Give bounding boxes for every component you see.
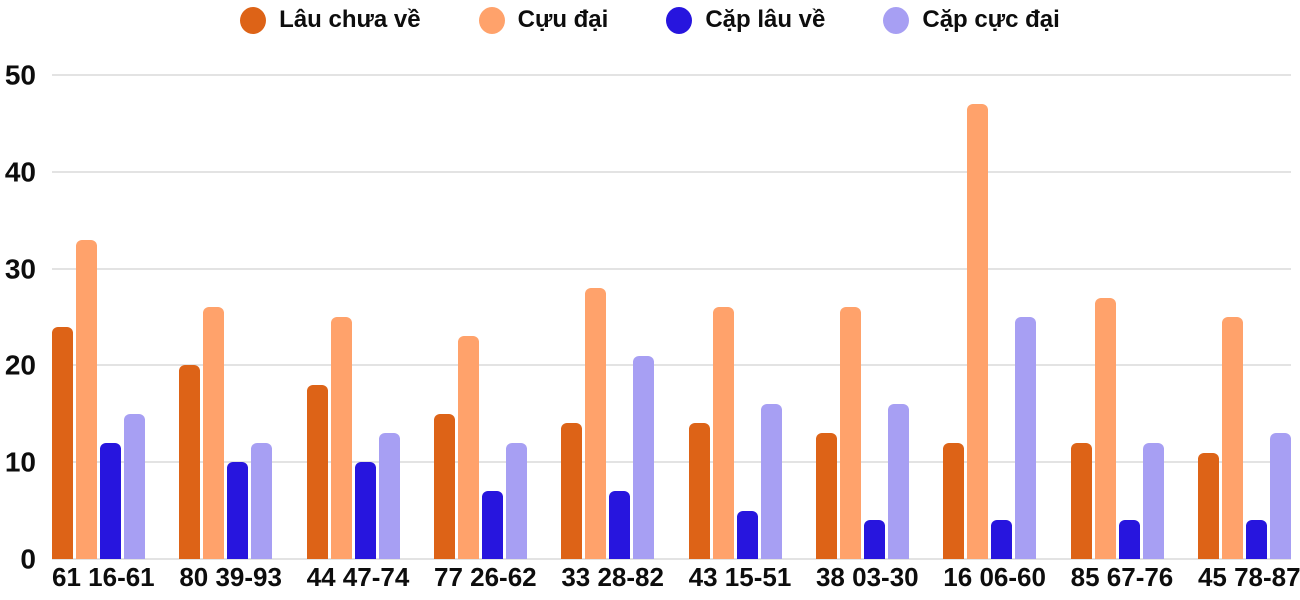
bar-series-3[interactable] bbox=[505, 442, 527, 559]
bar-series-1[interactable] bbox=[839, 307, 861, 559]
legend-item-series-3[interactable]: Cặp cực đại bbox=[883, 6, 1060, 34]
bar-series-1[interactable] bbox=[712, 307, 734, 559]
bar-series-0[interactable] bbox=[688, 423, 710, 559]
bar-series-2[interactable] bbox=[736, 510, 758, 559]
x-tick-label: 61 16-61 bbox=[52, 562, 155, 592]
bar-series-2[interactable] bbox=[100, 442, 121, 559]
bar-series-0[interactable] bbox=[561, 423, 583, 559]
bar-series-2[interactable] bbox=[1118, 520, 1140, 559]
bar-series-3[interactable] bbox=[760, 404, 782, 559]
bar-series-3[interactable] bbox=[251, 442, 273, 559]
bar-series-1[interactable] bbox=[457, 336, 479, 559]
x-tick-label: 45 78-87 bbox=[1197, 562, 1300, 592]
bar-series-0[interactable] bbox=[1070, 442, 1092, 559]
legend-item-series-0[interactable]: Lâu chưa về bbox=[240, 6, 421, 34]
legend-item-series-2[interactable]: Cặp lâu về bbox=[666, 6, 825, 34]
bar-group bbox=[179, 75, 273, 559]
bar-group bbox=[433, 75, 527, 559]
bar-series-0[interactable] bbox=[1197, 452, 1219, 559]
legend-item-label: Cặp lâu về bbox=[705, 6, 826, 33]
bar-series-3[interactable] bbox=[1269, 433, 1291, 559]
bar-series-1[interactable] bbox=[585, 287, 607, 559]
legend-marker-icon bbox=[666, 6, 693, 34]
bar-group bbox=[1197, 75, 1291, 559]
bar-group bbox=[561, 75, 655, 559]
y-tick-label: 30 bbox=[4, 253, 36, 285]
bar-series-2[interactable] bbox=[863, 520, 885, 559]
gridline-30 bbox=[52, 267, 1291, 270]
legend-item-label: Cặp cực đại bbox=[922, 6, 1060, 33]
bar-series-2[interactable] bbox=[227, 462, 249, 559]
bar-series-3[interactable] bbox=[378, 433, 400, 559]
y-tick-label: 20 bbox=[4, 349, 36, 381]
bar-series-0[interactable] bbox=[179, 365, 201, 559]
gridline-40 bbox=[52, 170, 1291, 173]
bar-series-0[interactable] bbox=[815, 433, 837, 559]
bar-series-1[interactable] bbox=[1094, 297, 1116, 559]
y-tick-label: 40 bbox=[4, 156, 36, 188]
bar-series-2[interactable] bbox=[991, 520, 1013, 559]
bar-group bbox=[815, 75, 909, 559]
x-tick-label: 80 39-93 bbox=[179, 562, 282, 592]
x-tick-label: 43 15-51 bbox=[688, 562, 792, 592]
legend: Lâu chưa về Cựu đại Cặp lâu về Cặp cực đại bbox=[0, 6, 1300, 34]
legend-item-series-1[interactable]: Cựu đại bbox=[478, 6, 609, 34]
y-tick-label: 50 bbox=[4, 59, 36, 91]
bar-series-3[interactable] bbox=[633, 355, 655, 559]
bar-series-2[interactable] bbox=[1245, 520, 1267, 559]
x-tick-label: 77 26-62 bbox=[433, 562, 537, 592]
legend-marker-icon bbox=[240, 6, 267, 34]
bar-series-1[interactable] bbox=[203, 307, 225, 559]
bar-group bbox=[1070, 75, 1164, 559]
x-tick-label: 38 03-30 bbox=[815, 562, 919, 592]
legend-marker-icon bbox=[478, 6, 505, 34]
bar-series-2[interactable] bbox=[609, 491, 631, 559]
bar-group bbox=[52, 75, 145, 559]
bar-group bbox=[943, 75, 1037, 559]
gridline-20 bbox=[52, 364, 1291, 367]
bar-series-1[interactable] bbox=[967, 104, 989, 559]
legend-marker-icon bbox=[883, 6, 910, 34]
bar-series-0[interactable] bbox=[943, 442, 965, 559]
bar-series-1[interactable] bbox=[1221, 317, 1243, 559]
bar-series-3[interactable] bbox=[887, 404, 909, 559]
x-axis: 61 16-61 80 39-93 44 47-74 77 26-62 33 28-82… bbox=[52, 562, 1300, 593]
bar-groups bbox=[52, 75, 1291, 559]
x-tick-label: 16 06-60 bbox=[943, 562, 1046, 592]
bar-series-2[interactable] bbox=[354, 462, 376, 559]
bar-series-0[interactable] bbox=[306, 384, 328, 559]
y-axis: 0 10 20 30 40 50 bbox=[0, 61, 38, 573]
bar-group bbox=[688, 75, 782, 559]
legend-item-label: Cựu đại bbox=[517, 6, 609, 33]
bar-series-1[interactable] bbox=[76, 239, 97, 559]
x-tick-label: 44 47-74 bbox=[306, 562, 410, 592]
y-tick-label: 10 bbox=[4, 446, 36, 478]
bar-series-3[interactable] bbox=[1142, 442, 1164, 559]
bar-series-3[interactable] bbox=[124, 413, 145, 559]
bar-series-2[interactable] bbox=[481, 491, 503, 559]
bar-series-3[interactable] bbox=[1015, 317, 1037, 559]
gridline-0 bbox=[52, 558, 1291, 560]
plot-area bbox=[52, 74, 1291, 560]
bar-series-1[interactable] bbox=[330, 317, 352, 559]
gridline-10 bbox=[52, 461, 1291, 464]
x-tick-label: 33 28-82 bbox=[561, 562, 664, 592]
bar-group bbox=[306, 75, 400, 559]
legend-item-label: Lâu chưa về bbox=[279, 6, 421, 33]
y-tick-label: 0 bbox=[20, 543, 36, 575]
bar-series-0[interactable] bbox=[52, 326, 73, 559]
x-tick-label: 85 67-76 bbox=[1070, 562, 1174, 592]
bar-series-0[interactable] bbox=[433, 413, 455, 559]
gridline-50 bbox=[52, 74, 1291, 76]
